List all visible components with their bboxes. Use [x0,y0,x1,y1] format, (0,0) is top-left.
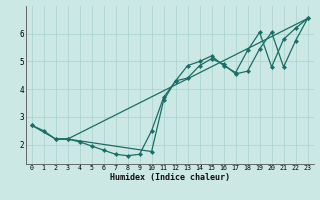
X-axis label: Humidex (Indice chaleur): Humidex (Indice chaleur) [109,173,230,182]
